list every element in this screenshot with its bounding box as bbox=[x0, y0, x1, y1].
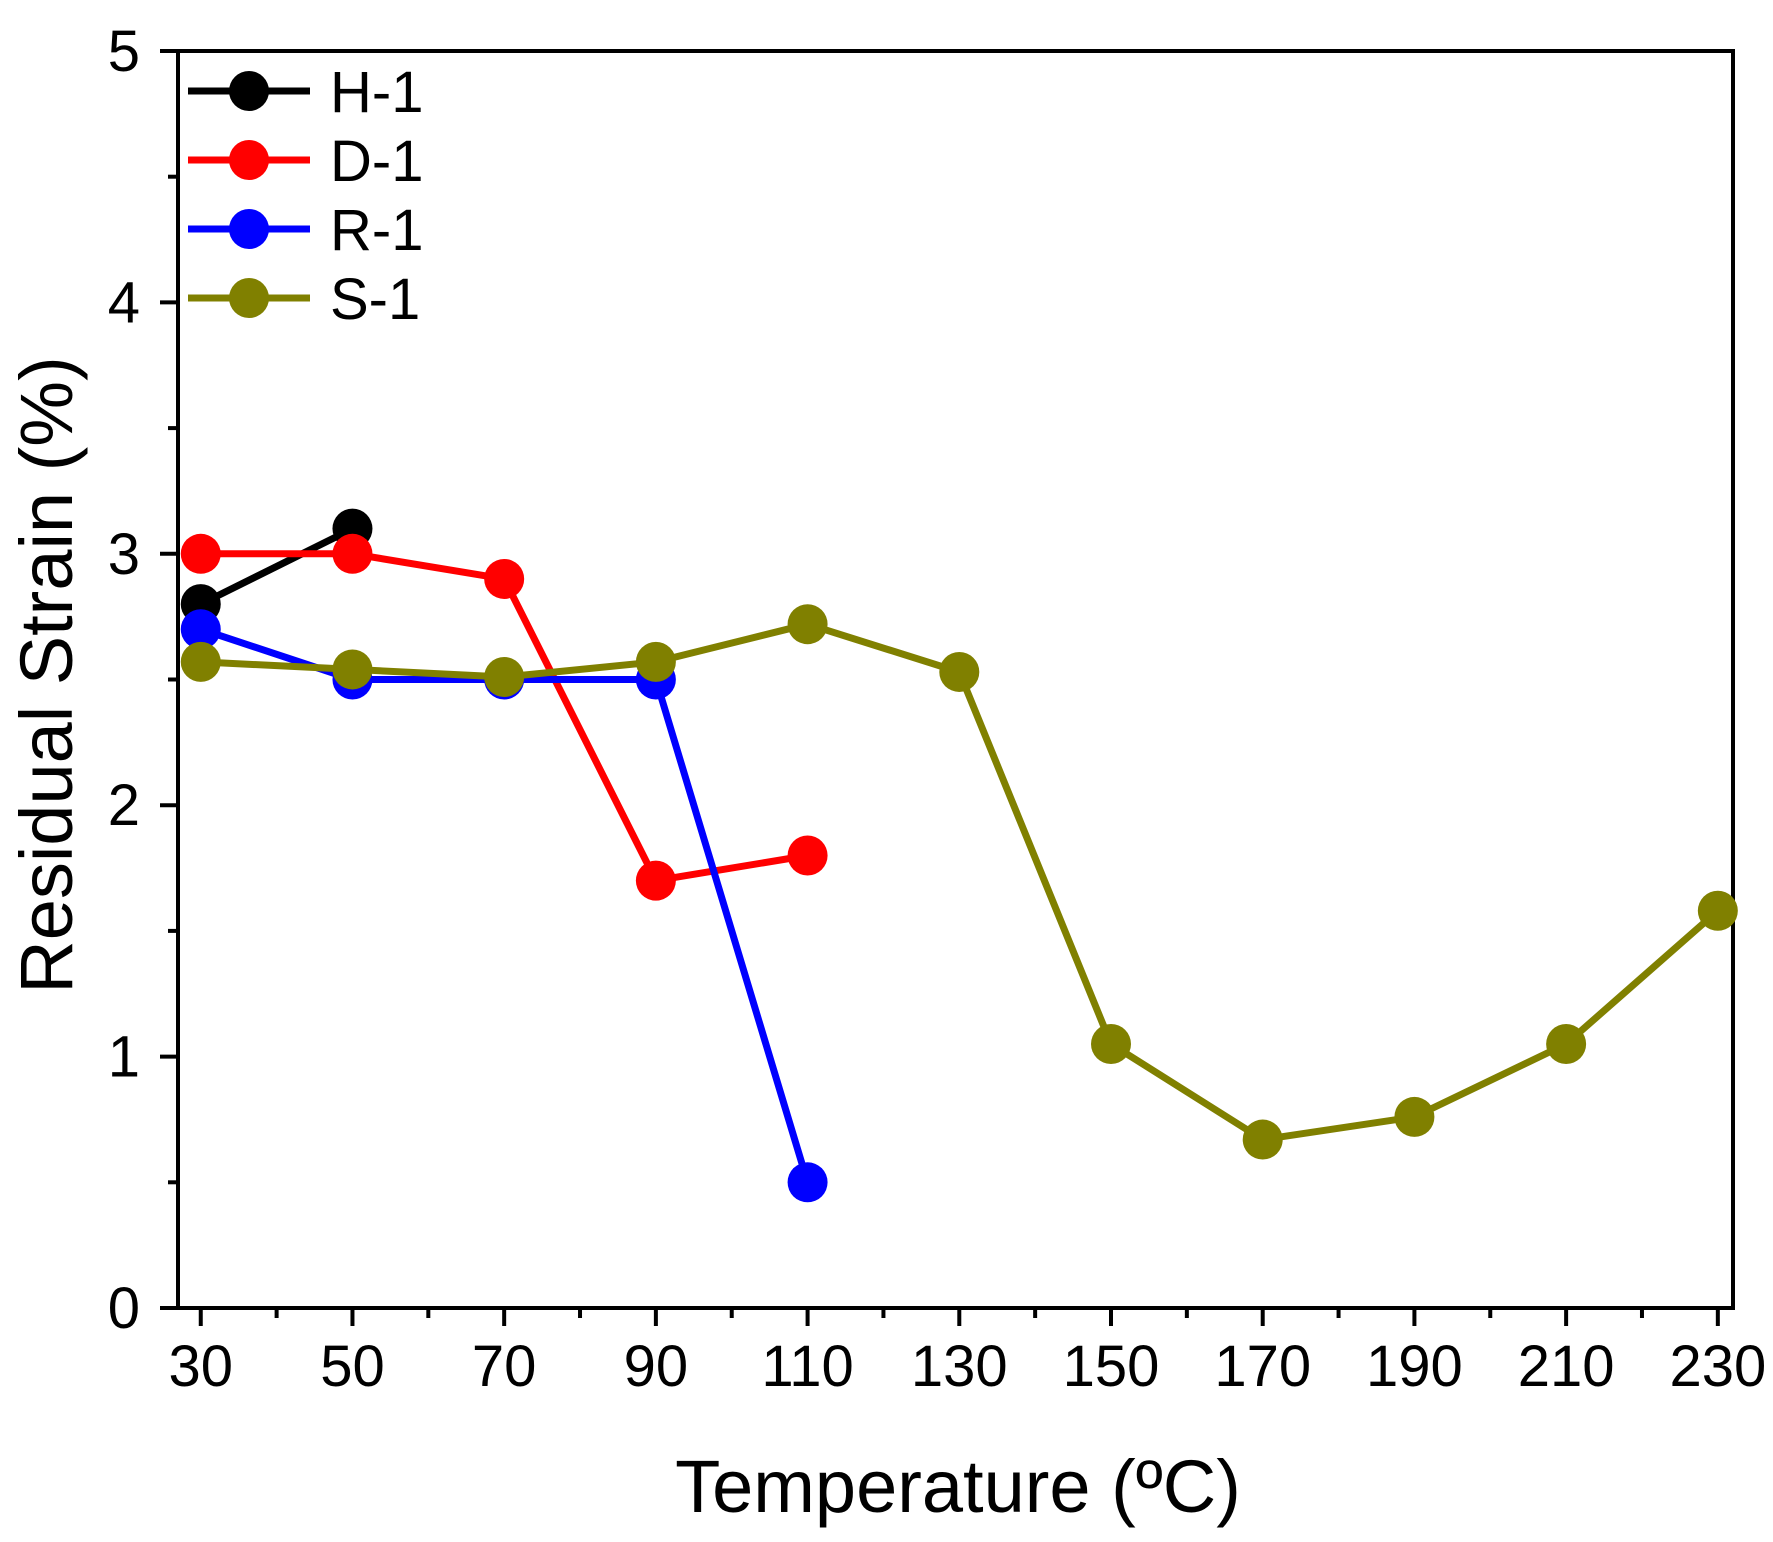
data-point bbox=[332, 533, 373, 574]
data-point bbox=[1394, 1096, 1435, 1137]
data-point bbox=[1091, 1024, 1131, 1065]
data-point bbox=[332, 649, 373, 690]
series-line bbox=[200, 550, 809, 885]
y-tick-label: 2 bbox=[108, 773, 140, 838]
data-point bbox=[180, 641, 221, 682]
data-point bbox=[1697, 890, 1738, 931]
legend: H-1D-1R-1S-1 bbox=[188, 60, 423, 332]
data-point bbox=[1242, 1119, 1283, 1160]
legend-item: S-1 bbox=[188, 267, 420, 332]
series-line bbox=[199, 525, 355, 608]
data-point bbox=[1546, 1024, 1587, 1065]
x-tick-label: 150 bbox=[1063, 1334, 1160, 1399]
x-tick-label: 230 bbox=[1669, 1334, 1766, 1399]
series-s-1 bbox=[180, 604, 1738, 1160]
x-tick-label: 210 bbox=[1518, 1334, 1615, 1399]
series-group bbox=[180, 508, 1738, 1203]
legend-marker bbox=[229, 278, 269, 318]
x-tick-label: 190 bbox=[1366, 1334, 1463, 1399]
legend-marker bbox=[229, 71, 269, 111]
x-tick-label: 30 bbox=[168, 1334, 233, 1399]
y-tick-label: 4 bbox=[108, 270, 140, 335]
legend-label: H-1 bbox=[330, 60, 423, 125]
x-axis-title: Temperature (ºC) bbox=[675, 1445, 1241, 1528]
data-point bbox=[635, 860, 676, 901]
series-line bbox=[199, 625, 811, 1184]
x-tick-label: 50 bbox=[320, 1334, 385, 1399]
series-d-1 bbox=[180, 533, 828, 901]
x-tick-label: 170 bbox=[1214, 1334, 1311, 1399]
data-point bbox=[484, 558, 525, 599]
x-tick-label: 110 bbox=[761, 1334, 853, 1399]
data-point bbox=[787, 604, 828, 645]
legend-label: D-1 bbox=[330, 129, 423, 194]
legend-marker bbox=[229, 140, 269, 180]
data-point bbox=[484, 656, 525, 697]
x-tick-label: 70 bbox=[472, 1334, 537, 1399]
legend-item: H-1 bbox=[188, 60, 423, 125]
legend-marker bbox=[229, 209, 269, 249]
y-tick-label: 3 bbox=[108, 522, 140, 587]
series-r-1 bbox=[180, 609, 828, 1203]
legend-item: R-1 bbox=[188, 198, 423, 263]
data-point bbox=[787, 1162, 828, 1203]
legend-item: D-1 bbox=[188, 129, 423, 194]
y-tick-label: 1 bbox=[108, 1025, 140, 1090]
series-line bbox=[200, 620, 1721, 1144]
y-axis-title: Residual Strain (%) bbox=[5, 356, 88, 993]
data-point bbox=[180, 533, 221, 574]
x-tick-label: 90 bbox=[624, 1334, 689, 1399]
data-point bbox=[939, 651, 980, 692]
data-point bbox=[635, 641, 676, 682]
y-tick-label: 5 bbox=[108, 19, 140, 84]
legend-label: R-1 bbox=[330, 198, 423, 263]
axes: 30 50 70 90 110 130 150 170 190 210 230 0 1 2 3 4 5 bbox=[108, 19, 1766, 1399]
data-point bbox=[180, 609, 221, 650]
data-point bbox=[787, 835, 828, 876]
x-tick-label: 130 bbox=[911, 1334, 1008, 1399]
legend-label: S-1 bbox=[330, 267, 420, 332]
y-tick-label: 0 bbox=[108, 1276, 140, 1341]
